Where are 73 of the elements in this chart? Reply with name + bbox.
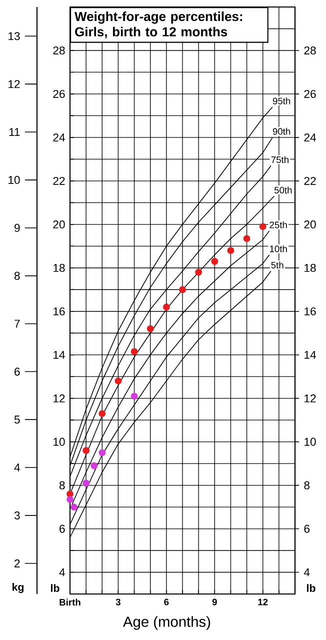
series-label: 25th	[270, 221, 287, 228]
point	[211, 258, 218, 265]
y3-tick-label: 4	[14, 464, 20, 472]
y-tick-label: 28	[53, 46, 65, 54]
y-tick-label: 10	[54, 438, 65, 446]
point	[66, 496, 74, 503]
y-tick-label: 14	[54, 350, 65, 359]
y2-tick-label: 24	[304, 133, 316, 142]
x-tick-label: 6	[164, 598, 169, 606]
y2-tick-label: 12	[304, 394, 316, 402]
y3-tick-label: 13	[8, 32, 20, 40]
series-label: 10th	[270, 245, 287, 252]
y3-tick-label: 12	[8, 80, 20, 88]
point	[82, 447, 90, 454]
y-tick-label: 18	[54, 264, 65, 272]
y3-tick-label: 3	[14, 511, 20, 520]
x-tick-label: 9	[212, 598, 217, 606]
y2-tick-label: 10	[304, 438, 316, 446]
y2-tick-label: 4	[304, 568, 310, 576]
y-tick-label: 6	[60, 524, 65, 533]
y3-tick-label: 10	[8, 176, 20, 184]
y3-tick-label: 9	[14, 224, 20, 232]
y-tick-label: 22	[53, 176, 65, 185]
point	[227, 247, 234, 254]
y2-axis-title: lb	[307, 584, 316, 592]
y2-tick-label: 18	[304, 264, 316, 272]
point	[70, 504, 78, 511]
y2-tick-label: 8	[304, 481, 310, 490]
y3-tick-label: 6	[14, 368, 20, 376]
y-tick-label: 20	[53, 220, 65, 228]
y3-tick-label: 5	[14, 416, 20, 424]
series-label: 90th	[272, 128, 290, 135]
y-axis-title: lb	[51, 584, 60, 592]
point	[130, 348, 138, 356]
point	[259, 223, 266, 230]
y3-tick-label: 2	[14, 559, 20, 568]
point	[130, 392, 138, 400]
point	[98, 410, 106, 418]
point	[90, 462, 98, 470]
y-tick-label: 16	[54, 307, 65, 316]
point	[162, 304, 170, 310]
y-tick-label: 8	[59, 481, 65, 490]
series-label: 75th	[271, 156, 288, 164]
y-tick-label: 26	[53, 90, 65, 98]
y2-tick-label: 22	[304, 176, 316, 185]
point	[114, 377, 122, 384]
x-tick-label: 12	[258, 598, 268, 606]
x-tick-label: Birth	[60, 598, 80, 606]
x-tick-label: 3	[116, 598, 120, 606]
y2-tick-label: 26	[304, 90, 316, 98]
point	[179, 286, 186, 294]
y2-tick-label: 20	[304, 220, 316, 228]
y-tick-label: 24	[53, 133, 65, 142]
y3-tick-label: 7	[14, 320, 20, 328]
y2-tick-label: 6	[304, 524, 310, 533]
point	[98, 449, 106, 456]
y3-tick-label: 11	[9, 128, 20, 136]
y-tick-label: 12	[54, 394, 65, 402]
y3-axis-title: kg	[12, 583, 24, 594]
y-tick-label: 4	[59, 568, 65, 576]
y2-tick-label: 28	[304, 46, 316, 54]
series-label: 50th	[274, 186, 292, 194]
x-axis-title: Age (months)	[123, 616, 210, 630]
y2-tick-label: 14	[304, 350, 316, 359]
series-label: 95th	[272, 97, 290, 104]
point	[243, 235, 250, 242]
y3-tick-label: 8	[14, 272, 20, 280]
point	[146, 325, 154, 332]
point	[82, 480, 90, 487]
y2-tick-label: 16	[304, 307, 316, 316]
text: Weight-for-age percentiles: Girls, birth to 12 months	[74, 12, 242, 38]
series-label: 5th	[271, 262, 284, 268]
point	[195, 268, 202, 276]
